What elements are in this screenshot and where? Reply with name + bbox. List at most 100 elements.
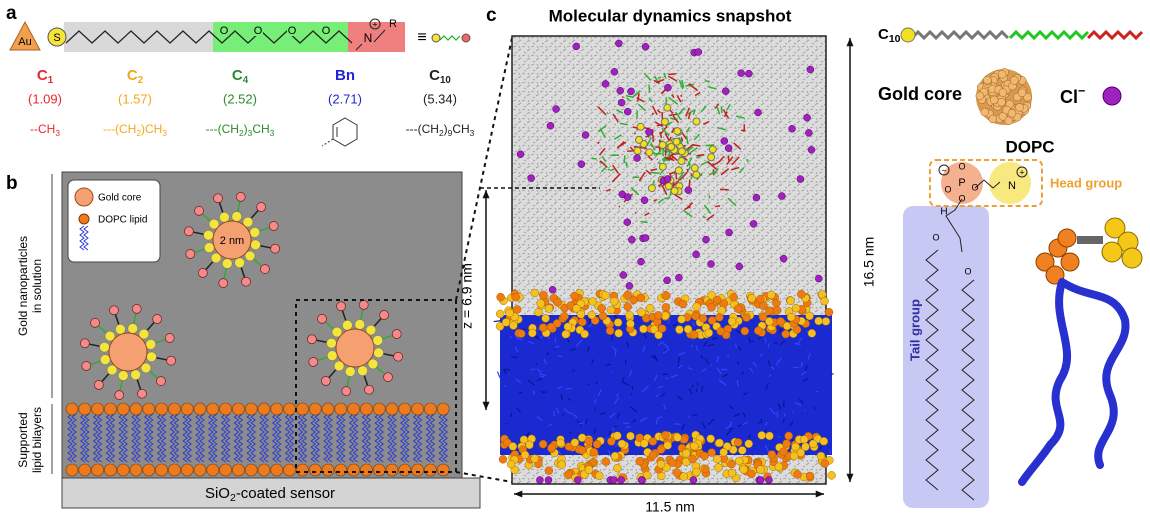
text-part: Bn [335, 67, 355, 84]
ligand-anchor [99, 342, 109, 352]
text-part: --CH [30, 122, 55, 136]
text-part: 3 [162, 128, 167, 138]
lipid-head-atom [531, 455, 539, 463]
lipid-strand [497, 372, 500, 378]
lipid-head-atom [662, 431, 670, 439]
chloride-ion [611, 68, 618, 75]
icon-head [462, 34, 470, 42]
chloride-ion [642, 234, 649, 241]
sulfur-atom [708, 154, 715, 161]
lipid-head [271, 403, 283, 415]
lipid-head [373, 464, 385, 476]
ligand-strand [608, 169, 610, 170]
ligand-end [184, 227, 193, 236]
lipid-strand [631, 394, 632, 396]
sulfur-atom [668, 143, 675, 150]
lipid-head-atom [590, 448, 598, 456]
legend-gold [75, 188, 93, 206]
ligand-anchor [115, 324, 125, 334]
plus: + [1019, 167, 1024, 177]
ligand-anchor [118, 371, 128, 381]
lipid-strand [611, 371, 612, 372]
lipid-head-atom [585, 437, 593, 445]
ligand-end [132, 304, 141, 313]
lipid-head [258, 403, 270, 415]
nitrogen-label: N [364, 31, 373, 45]
lipid-strand [566, 388, 572, 389]
lipid-head-atom [785, 432, 793, 440]
gold-atom [1018, 89, 1026, 97]
lipid-head [322, 464, 334, 476]
chloride-ion [642, 43, 649, 50]
chloride-ion [708, 261, 715, 268]
lipid-head-atom [828, 471, 836, 479]
ligand-anchor [326, 338, 336, 348]
oxygen: O [958, 193, 965, 203]
lipid-head-atom [646, 304, 654, 312]
lipid-head [220, 403, 232, 415]
lipid-head [181, 464, 193, 476]
text-part: 10 [889, 33, 901, 45]
phosphorus: P [958, 177, 965, 189]
text: C10 [878, 26, 901, 45]
ligand-anchor [235, 258, 245, 268]
ligand-end [236, 192, 245, 201]
ligand-strand [657, 159, 658, 160]
lipid-head-atom [558, 461, 566, 469]
lipid-head-atom [561, 312, 569, 320]
ligand-end [383, 373, 392, 382]
ligand-strand [598, 142, 599, 144]
sulfur-atom [659, 163, 666, 170]
chloride-ion [726, 229, 733, 236]
lipid-head [335, 464, 347, 476]
sulfur-atom [693, 171, 700, 178]
lipid-head-atom [502, 318, 510, 326]
lipid-head-atom [512, 293, 520, 301]
icon-chain [440, 36, 460, 40]
lipid-strand [610, 431, 611, 435]
chloride-ion [757, 477, 764, 484]
chloride-ion [578, 161, 585, 168]
chloride-ion [634, 155, 641, 162]
lipid-head [143, 403, 155, 415]
lipid-head-atom [691, 312, 699, 320]
ligand-end [269, 222, 278, 231]
lipid-head [168, 403, 180, 415]
lipid-strand [711, 365, 712, 366]
lipid-head-atom [801, 443, 809, 451]
chloride-ion [808, 146, 815, 153]
sulfur-atom [648, 185, 655, 192]
lipid-head-atom [649, 451, 657, 459]
gold-atom [1010, 77, 1018, 85]
ligand-end [153, 315, 162, 324]
lipid-head-atom [707, 435, 715, 443]
lipid-head-atom [797, 290, 805, 298]
chloride-ion [545, 477, 552, 484]
panel-label: b [6, 173, 18, 194]
chloride-ion [628, 88, 635, 95]
lipid-head [79, 403, 91, 415]
lipid-head-atom [787, 297, 795, 305]
lipid-head-atom [593, 440, 601, 448]
sulfur-atom [637, 123, 644, 130]
chloride-ion [582, 131, 589, 138]
chloride-ion [617, 87, 624, 94]
lipid-head-atom [607, 306, 615, 314]
lipid-head [386, 464, 398, 476]
lipid-strand [570, 432, 571, 434]
lipid-head [335, 403, 347, 415]
ligand-strand [634, 133, 635, 134]
text-part: ---(CH [103, 122, 136, 136]
gold-atom [997, 98, 1005, 106]
lipid-head-atom [542, 314, 550, 322]
lipid-tube [1022, 282, 1125, 482]
text: ---(CH2)3CH3 [206, 122, 275, 138]
lipid-head-atom [765, 432, 773, 440]
lipid-head-atom [636, 457, 644, 465]
ligand-anchor [232, 211, 242, 221]
ligand-strand [626, 162, 627, 167]
lipid-strand [536, 363, 537, 365]
ligand-end [110, 306, 119, 315]
gold-atom [1016, 103, 1024, 111]
lipid-head [373, 403, 385, 415]
